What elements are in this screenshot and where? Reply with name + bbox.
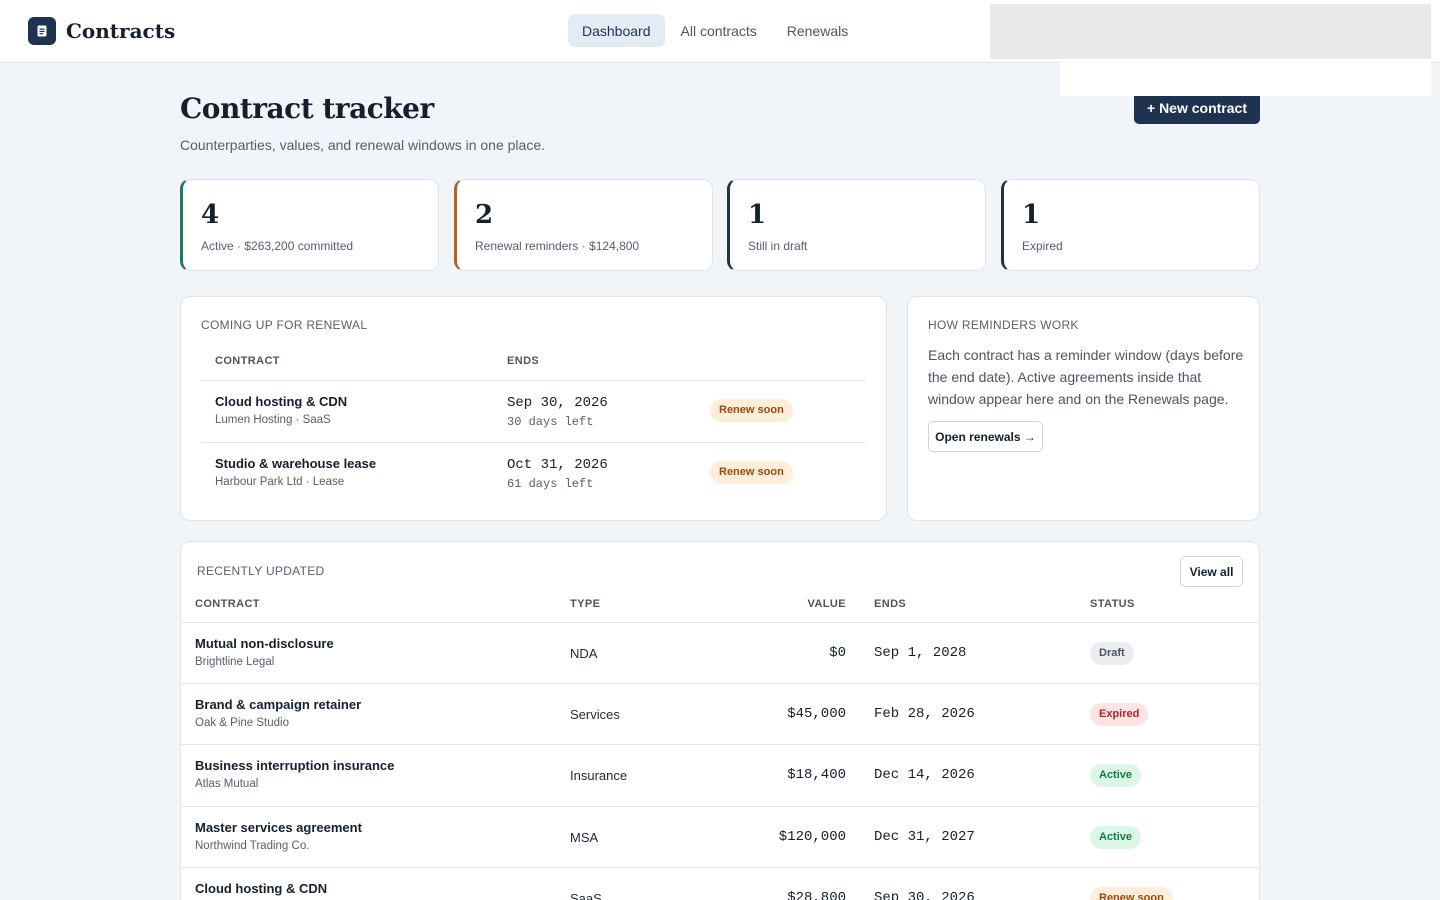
days-left: 61 days left — [507, 477, 594, 491]
table-row[interactable]: Master services agreement Northwind Trad… — [181, 806, 1259, 867]
app-title: Contracts — [66, 19, 176, 43]
days-left: 30 days left — [507, 415, 594, 429]
table-row[interactable]: Brand & campaign retainer Oak & Pine Stu… — [181, 683, 1259, 744]
view-all-button[interactable]: View all — [1180, 556, 1243, 587]
counterparty: Brightline Legal — [195, 656, 275, 668]
status-badge: Draft — [1090, 642, 1134, 665]
renewal-panel: COMING UP FOR RENEWAL CONTRACT ENDS Clou… — [180, 296, 887, 521]
renewal-section-label: COMING UP FOR RENEWAL — [201, 318, 368, 332]
reminders-panel: HOW REMINDERS WORK Each contract has a r… — [907, 296, 1260, 521]
contract-value: $0 — [829, 645, 846, 661]
contract-value: $45,000 — [787, 706, 846, 722]
contract-type: Services — [570, 707, 620, 722]
recent-section-label: RECENTLY UPDATED — [197, 564, 325, 578]
renewal-row[interactable]: Studio & warehouse lease Harbour Park Lt… — [201, 442, 866, 504]
nav-all-contracts[interactable]: All contracts — [680, 22, 757, 39]
column-header-type: TYPE — [570, 598, 601, 610]
counterparty: Atlas Mutual — [195, 778, 259, 790]
column-header-contract: CONTRACT — [215, 355, 280, 367]
contract-name: Mutual non-disclosure — [195, 636, 334, 651]
stat-label: Still in draft — [748, 239, 808, 253]
end-date: Sep 30, 2026 — [507, 395, 608, 411]
end-date: Feb 28, 2026 — [874, 706, 975, 722]
recent-panel: RECENTLY UPDATED View all CONTRACT TYPE … — [180, 541, 1260, 900]
contract-value: $18,400 — [787, 767, 846, 783]
table-row[interactable]: Business interruption insurance Atlas Mu… — [181, 744, 1259, 805]
page-subtitle: Counterparties, values, and renewal wind… — [180, 137, 545, 153]
counterparty: Northwind Trading Co. — [195, 840, 310, 852]
column-header-ends: ENDS — [507, 355, 540, 367]
counterparty: Oak & Pine Studio — [195, 717, 289, 729]
end-date: Dec 14, 2026 — [874, 767, 975, 783]
contract-name: Studio & warehouse lease — [215, 456, 377, 471]
contract-name: Cloud hosting & CDN — [195, 881, 328, 896]
stat-card-expired: 1 Expired — [1001, 179, 1260, 271]
contract-name: Brand & campaign retainer — [195, 697, 362, 712]
end-date: Sep 30, 2026 — [874, 890, 975, 900]
reminders-section-label: HOW REMINDERS WORK — [928, 318, 1079, 332]
stat-label: Expired — [1022, 239, 1063, 253]
contract-type: SaaS — [570, 891, 602, 900]
stat-card-renewals: 2 Renewal reminders · $124,800 — [454, 179, 713, 271]
nav-dashboard[interactable]: Dashboard — [568, 14, 665, 47]
contract-type: Insurance — [570, 768, 628, 783]
blank-overlay — [1060, 60, 1431, 96]
nav-renewals[interactable]: Renewals — [786, 22, 849, 39]
end-date: Sep 1, 2028 — [874, 645, 967, 661]
contract-value: $120,000 — [778, 829, 846, 845]
brand[interactable]: Contracts — [28, 17, 175, 45]
column-header-status: STATUS — [1090, 598, 1135, 610]
end-date: Oct 31, 2026 — [507, 457, 608, 473]
contract-name: Master services agreement — [195, 820, 362, 835]
status-badge: Renew soon — [1090, 887, 1173, 900]
contract-value: $28,800 — [787, 890, 846, 900]
status-badge: Active — [1090, 826, 1142, 849]
page-title: Contract tracker — [180, 92, 434, 125]
table-row[interactable]: Mutual non-disclosure Brightline Legal N… — [181, 622, 1259, 683]
renewal-row[interactable]: Cloud hosting & CDN Lumen Hosting · SaaS… — [201, 380, 866, 442]
stat-value: 2 — [475, 200, 494, 230]
stat-value: 1 — [1022, 200, 1041, 230]
stat-value: 4 — [201, 200, 220, 230]
stat-label: Renewal reminders · $124,800 — [475, 239, 640, 253]
new-contract-button[interactable]: + New contract — [1134, 91, 1260, 124]
column-header-ends: ENDS — [874, 598, 907, 610]
contract-meta: Harbour Park Ltd · Lease — [215, 476, 345, 488]
blank-header-region — [990, 4, 1431, 59]
table-row[interactable]: Cloud hosting & CDN SaaS $28,800 Sep 30,… — [181, 867, 1259, 900]
column-header-contract: CONTRACT — [195, 598, 260, 610]
main-nav: Dashboard All contracts Renewals — [568, 14, 864, 47]
status-badge: Renew soon — [710, 461, 793, 484]
stat-card-active: 4 Active · $263,200 committed — [180, 179, 439, 271]
open-renewals-button[interactable]: Open renewals → — [928, 421, 1043, 452]
stat-label: Active · $263,200 committed — [201, 239, 354, 253]
column-header-value: VALUE — [807, 598, 846, 610]
reminders-description: Each contract has a reminder window (day… — [928, 347, 1244, 407]
end-date: Dec 31, 2027 — [874, 829, 975, 845]
contract-name: Business interruption insurance — [195, 758, 395, 773]
contract-name: Cloud hosting & CDN — [215, 394, 348, 409]
document-icon — [28, 17, 56, 45]
status-badge: Expired — [1090, 703, 1149, 726]
status-badge: Renew soon — [710, 399, 793, 422]
stat-card-draft: 1 Still in draft — [727, 179, 986, 271]
contract-type: MSA — [570, 830, 599, 845]
contract-type: NDA — [570, 646, 598, 661]
status-badge: Active — [1090, 764, 1142, 787]
contract-meta: Lumen Hosting · SaaS — [215, 414, 331, 426]
top-bar: Contracts Dashboard All contracts Renewa… — [0, 0, 1440, 63]
stat-value: 1 — [748, 200, 767, 230]
